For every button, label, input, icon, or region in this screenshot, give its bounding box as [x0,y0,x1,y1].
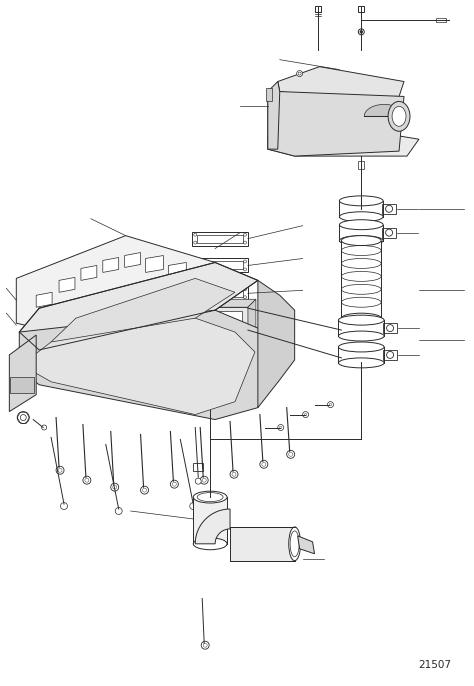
Ellipse shape [289,527,301,560]
Circle shape [297,71,302,77]
FancyBboxPatch shape [383,323,397,333]
FancyBboxPatch shape [197,235,243,243]
Circle shape [387,324,393,331]
Circle shape [387,351,393,358]
Ellipse shape [338,342,384,352]
Ellipse shape [338,358,384,368]
Circle shape [265,319,287,341]
Polygon shape [125,252,141,268]
FancyBboxPatch shape [193,463,203,471]
Circle shape [386,205,392,212]
Polygon shape [298,536,315,554]
Polygon shape [9,335,36,412]
FancyBboxPatch shape [197,261,243,270]
Circle shape [358,29,364,35]
Circle shape [302,412,309,418]
FancyBboxPatch shape [198,311,242,346]
Ellipse shape [339,196,383,206]
Ellipse shape [338,315,384,325]
Polygon shape [364,104,404,117]
FancyBboxPatch shape [315,6,320,12]
FancyBboxPatch shape [230,527,295,560]
Polygon shape [103,257,118,272]
FancyBboxPatch shape [266,88,272,102]
Polygon shape [248,299,256,350]
Polygon shape [59,277,75,292]
Text: 21507: 21507 [419,660,452,670]
Ellipse shape [339,235,383,246]
Circle shape [83,476,91,484]
Polygon shape [51,279,235,358]
Polygon shape [268,91,404,156]
Circle shape [386,229,392,236]
FancyBboxPatch shape [192,307,248,350]
Ellipse shape [197,493,223,501]
Circle shape [287,451,295,458]
Polygon shape [19,310,280,420]
FancyBboxPatch shape [192,259,248,272]
Polygon shape [268,82,280,149]
Ellipse shape [341,235,381,246]
Circle shape [61,503,67,510]
FancyBboxPatch shape [10,377,34,392]
Circle shape [201,641,209,649]
Circle shape [195,478,201,484]
Circle shape [328,402,333,407]
Circle shape [20,414,26,421]
FancyBboxPatch shape [382,228,396,237]
Ellipse shape [339,220,383,230]
Circle shape [170,480,178,488]
Circle shape [42,425,46,430]
FancyBboxPatch shape [192,232,248,246]
Circle shape [200,476,208,484]
FancyBboxPatch shape [193,497,227,544]
Ellipse shape [392,106,406,126]
Circle shape [17,412,29,423]
Circle shape [115,508,122,514]
Circle shape [56,466,64,474]
FancyBboxPatch shape [341,241,381,318]
Ellipse shape [388,102,410,131]
FancyBboxPatch shape [192,286,248,300]
FancyBboxPatch shape [358,6,364,12]
FancyBboxPatch shape [358,161,364,169]
Circle shape [111,483,118,491]
Circle shape [360,31,363,33]
Polygon shape [16,235,215,350]
Polygon shape [36,292,52,307]
Ellipse shape [341,314,381,323]
Ellipse shape [193,538,227,549]
FancyBboxPatch shape [383,350,397,360]
Polygon shape [19,263,258,350]
FancyBboxPatch shape [197,289,243,297]
Polygon shape [195,509,230,544]
Circle shape [278,425,284,431]
Ellipse shape [339,212,383,222]
Polygon shape [146,255,164,272]
Polygon shape [258,281,295,407]
Polygon shape [268,121,419,156]
Circle shape [230,470,238,478]
Circle shape [141,486,148,494]
Polygon shape [81,265,97,281]
Ellipse shape [193,491,227,503]
Ellipse shape [290,531,299,557]
Circle shape [260,460,268,469]
Polygon shape [192,299,256,307]
Polygon shape [278,67,404,97]
FancyBboxPatch shape [436,18,446,22]
Ellipse shape [338,331,384,341]
Polygon shape [21,318,255,414]
Circle shape [190,503,197,510]
FancyBboxPatch shape [382,204,396,214]
Polygon shape [168,263,186,279]
